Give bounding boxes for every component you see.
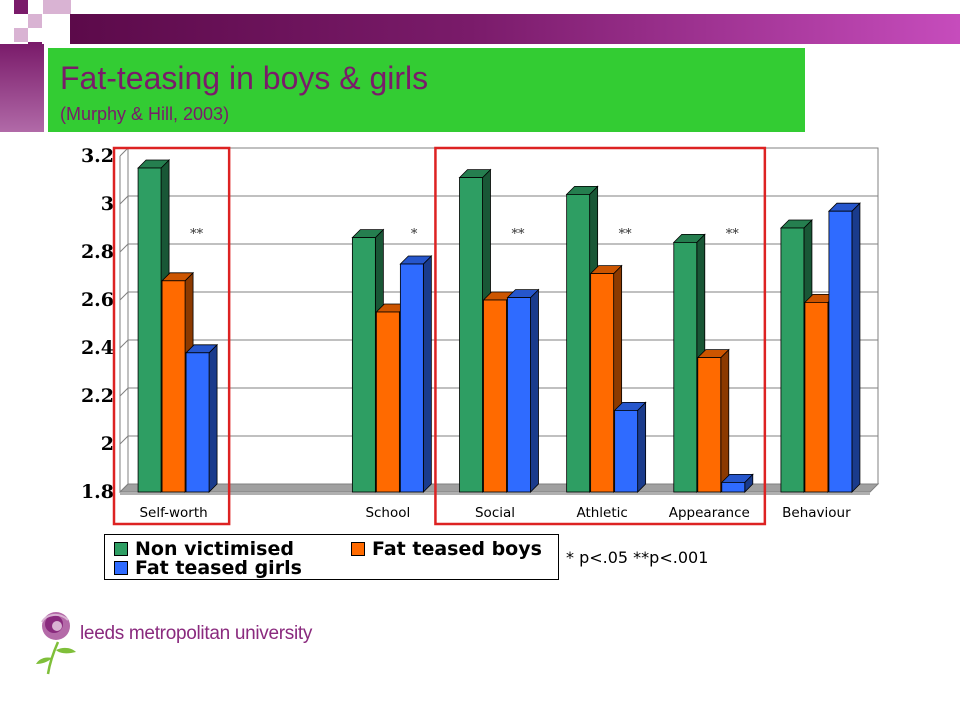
y-tick-label: 3.2 — [81, 145, 114, 167]
bar — [828, 210, 853, 493]
significance-marker: ** — [726, 227, 740, 242]
deco-square — [57, 0, 71, 14]
legend-swatch — [114, 561, 128, 575]
gridline-side — [119, 147, 129, 157]
bar — [399, 263, 424, 493]
legend-label: Fat teased boys — [372, 538, 542, 560]
bar — [507, 297, 531, 493]
header-bar — [70, 14, 960, 44]
bar — [351, 237, 376, 493]
bar — [137, 167, 162, 493]
significance-marker: * — [411, 227, 418, 242]
bar — [780, 227, 805, 493]
deco-square — [14, 28, 28, 42]
bar — [566, 193, 591, 493]
y-tick-label: 3 — [101, 193, 114, 215]
bar — [614, 409, 639, 493]
bar — [161, 280, 186, 493]
y-tick-label: 2.2 — [81, 385, 114, 407]
side-bar — [0, 44, 44, 132]
gridline-side — [119, 339, 129, 349]
y-tick-label: 1.8 — [81, 481, 114, 503]
legend-swatch — [351, 542, 365, 556]
x-tick-label: Appearance — [669, 505, 750, 521]
deco-square — [28, 14, 42, 28]
highlight-box — [434, 146, 767, 526]
legend-item-non-victimised: Non victimised — [114, 538, 294, 560]
bar-side — [637, 401, 647, 493]
deco-square — [14, 0, 28, 14]
bar — [804, 301, 829, 493]
x-tick-label: Self-worth — [139, 505, 207, 521]
bar — [483, 299, 507, 493]
bar — [721, 481, 746, 493]
significance-marker: ** — [512, 227, 526, 242]
gridline-side — [119, 483, 129, 493]
gridline-side — [119, 435, 129, 445]
bar — [185, 352, 210, 493]
university-logo-icon — [36, 612, 76, 675]
bar-side — [422, 255, 432, 493]
legend-label: Fat teased girls — [135, 557, 302, 579]
bar — [459, 177, 483, 493]
legend-swatch — [114, 542, 128, 556]
deco-square — [43, 0, 57, 14]
plot-floor-edge — [120, 492, 870, 495]
y-tick-label: 2 — [101, 433, 114, 455]
highlight-box — [112, 146, 231, 526]
bar — [590, 273, 615, 493]
gridline-side — [119, 387, 129, 397]
bar — [375, 311, 400, 493]
slide-subtitle: (Murphy & Hill, 2003) — [60, 104, 230, 124]
x-tick-label: Athletic — [576, 505, 627, 521]
y-tick-label: 2.4 — [81, 337, 114, 359]
legend-label: Non victimised — [135, 538, 294, 560]
bar — [673, 241, 698, 493]
y-tick-label: 2.6 — [81, 289, 114, 311]
legend-item-fat-teased-girls: Fat teased girls — [114, 557, 302, 579]
bar-side — [530, 288, 539, 493]
bar — [697, 357, 722, 493]
bar-side — [208, 343, 218, 493]
x-tick-label: Social — [475, 505, 515, 521]
legend: Non victimised Fat teased boys Fat tease… — [104, 534, 559, 580]
x-tick-label: Behaviour — [782, 505, 851, 521]
logo-text: leeds metropolitan university — [80, 623, 313, 644]
significance-marker: ** — [190, 227, 204, 242]
gridline-side — [119, 195, 129, 205]
significance-marker: ** — [619, 227, 633, 242]
y-tick-label: 2.8 — [81, 241, 114, 263]
significance-note: * p<.05 **p<.001 — [566, 548, 709, 567]
bar-side — [851, 202, 861, 493]
gridline-side — [119, 291, 129, 301]
gridline-side — [119, 243, 129, 253]
legend-item-fat-teased-boys: Fat teased boys — [351, 538, 542, 560]
title-box: Fat-teasing in boys & girls (Murphy & Hi… — [48, 48, 805, 132]
slide-title: Fat-teasing in boys & girls — [60, 60, 429, 96]
x-tick-label: School — [365, 505, 410, 521]
bar-side — [720, 348, 730, 493]
